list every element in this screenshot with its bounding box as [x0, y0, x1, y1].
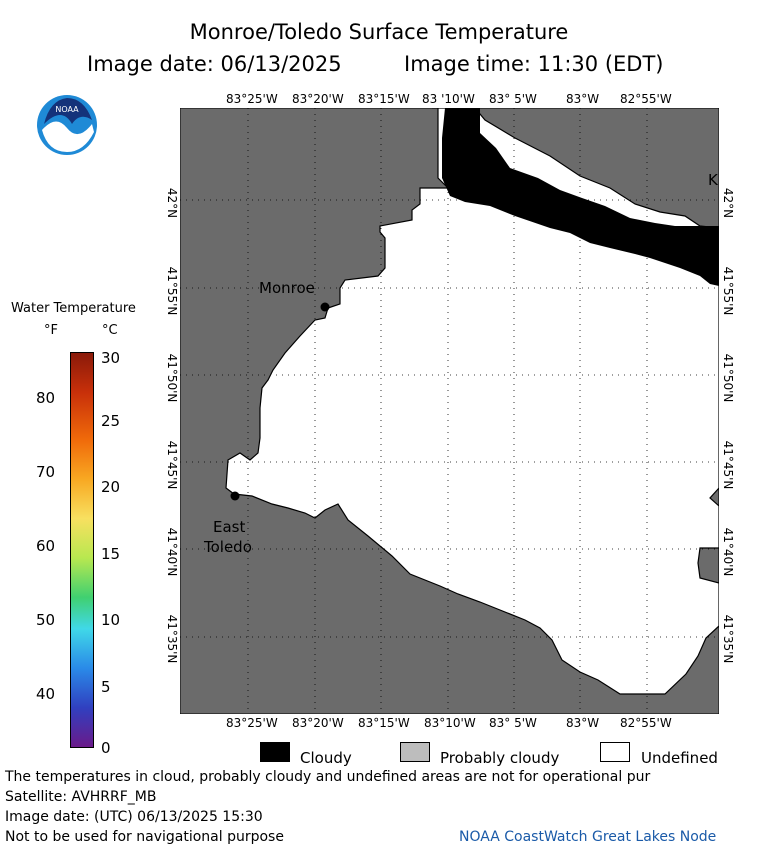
monroe-marker [320, 302, 330, 312]
lon-tick-top: 83°W [566, 92, 600, 106]
lat-tick-right: 41°40'N [721, 527, 735, 577]
lon-tick-bottom: 83°20'W [292, 716, 344, 730]
c-tick: 10 [101, 611, 121, 629]
east-toledo-marker [230, 491, 240, 501]
lon-tick-bottom: 83°25'W [226, 716, 278, 730]
lat-tick-left: 41°55'N [165, 266, 179, 316]
probably-cloudy-label: Probably cloudy [440, 749, 560, 767]
lake-erie-map [180, 108, 719, 714]
lat-tick-left: 41°50'N [165, 353, 179, 403]
f-tick: 70 [36, 463, 56, 481]
lon-tick-top: 83°25'W [226, 92, 278, 106]
shore-fragment [709, 487, 719, 507]
c-tick: 25 [101, 412, 121, 430]
lon-tick-top: 83 '10'W [422, 92, 475, 106]
undefined-swatch [600, 742, 630, 762]
lon-tick-top: 83°20'W [292, 92, 344, 106]
lat-tick-left: 41°40'N [165, 527, 179, 577]
lon-tick-bottom: 83° 5'W [489, 716, 537, 730]
lat-tick-right: 42°N [721, 187, 735, 219]
monroe-label: Monroe [259, 279, 315, 297]
c-tick: 20 [101, 478, 121, 496]
edge-place-label: K [708, 171, 718, 189]
temperature-colorbar [70, 352, 94, 748]
east-toledo-label-1: East [213, 518, 246, 536]
cloud-area [442, 108, 719, 286]
svg-text:NOAA: NOAA [55, 105, 79, 114]
f-tick: 80 [36, 389, 56, 407]
unit-c: °C [102, 323, 118, 338]
probably-cloudy-swatch [400, 742, 430, 762]
cloudy-swatch [260, 742, 290, 762]
cloudy-label: Cloudy [300, 749, 352, 767]
utc-date: Image date: (UTC) 06/13/2025 15:30 [5, 809, 263, 825]
noaa-logo-icon: NOAA [36, 94, 98, 156]
disclaimer: The temperatures in cloud, probably clou… [5, 769, 651, 785]
satellite-info: Satellite: AVHRRF_MB [5, 789, 157, 805]
f-tick: 40 [36, 685, 56, 703]
c-tick: 30 [101, 349, 121, 367]
image-date: Image date: 06/13/2025 [87, 52, 342, 76]
lat-tick-right: 41°35'N [721, 614, 735, 664]
legend-title: Water Temperature [11, 301, 136, 316]
lon-tick-top: 82°55'W [620, 92, 672, 106]
nav-disclaimer: Not to be used for navigational purpose [5, 829, 284, 845]
lat-tick-right: 41°45'N [721, 440, 735, 490]
c-tick: 5 [101, 678, 111, 696]
undefined-label: Undefined [641, 749, 718, 767]
c-tick: 15 [101, 545, 121, 563]
lon-tick-bottom: 83°15'W [358, 716, 410, 730]
lat-tick-left: 41°35'N [165, 614, 179, 664]
lon-tick-top: 83° 5'W [489, 92, 537, 106]
east-toledo-label-2: Toledo [204, 538, 252, 556]
lon-tick-top: 83°15'W [358, 92, 410, 106]
lat-tick-right: 41°50'N [721, 353, 735, 403]
f-tick: 50 [36, 611, 56, 629]
graticule [180, 108, 719, 714]
lon-tick-bottom: 83°W [566, 716, 600, 730]
lon-tick-bottom: 83°10'W [424, 716, 476, 730]
unit-f: °F [44, 323, 58, 338]
c-tick: 0 [101, 739, 111, 757]
f-tick: 60 [36, 537, 56, 555]
lon-tick-bottom: 82°55'W [620, 716, 672, 730]
credit: NOAA CoastWatch Great Lakes Node [459, 829, 717, 845]
map-title: Monroe/Toledo Surface Temperature [189, 20, 569, 44]
lat-tick-right: 41°55'N [721, 266, 735, 316]
lat-tick-left: 42°N [165, 187, 179, 219]
lat-tick-left: 41°45'N [165, 440, 179, 490]
water-area [225, 108, 719, 695]
shore-fragment [697, 547, 719, 584]
image-time: Image time: 11:30 (EDT) [404, 52, 664, 76]
